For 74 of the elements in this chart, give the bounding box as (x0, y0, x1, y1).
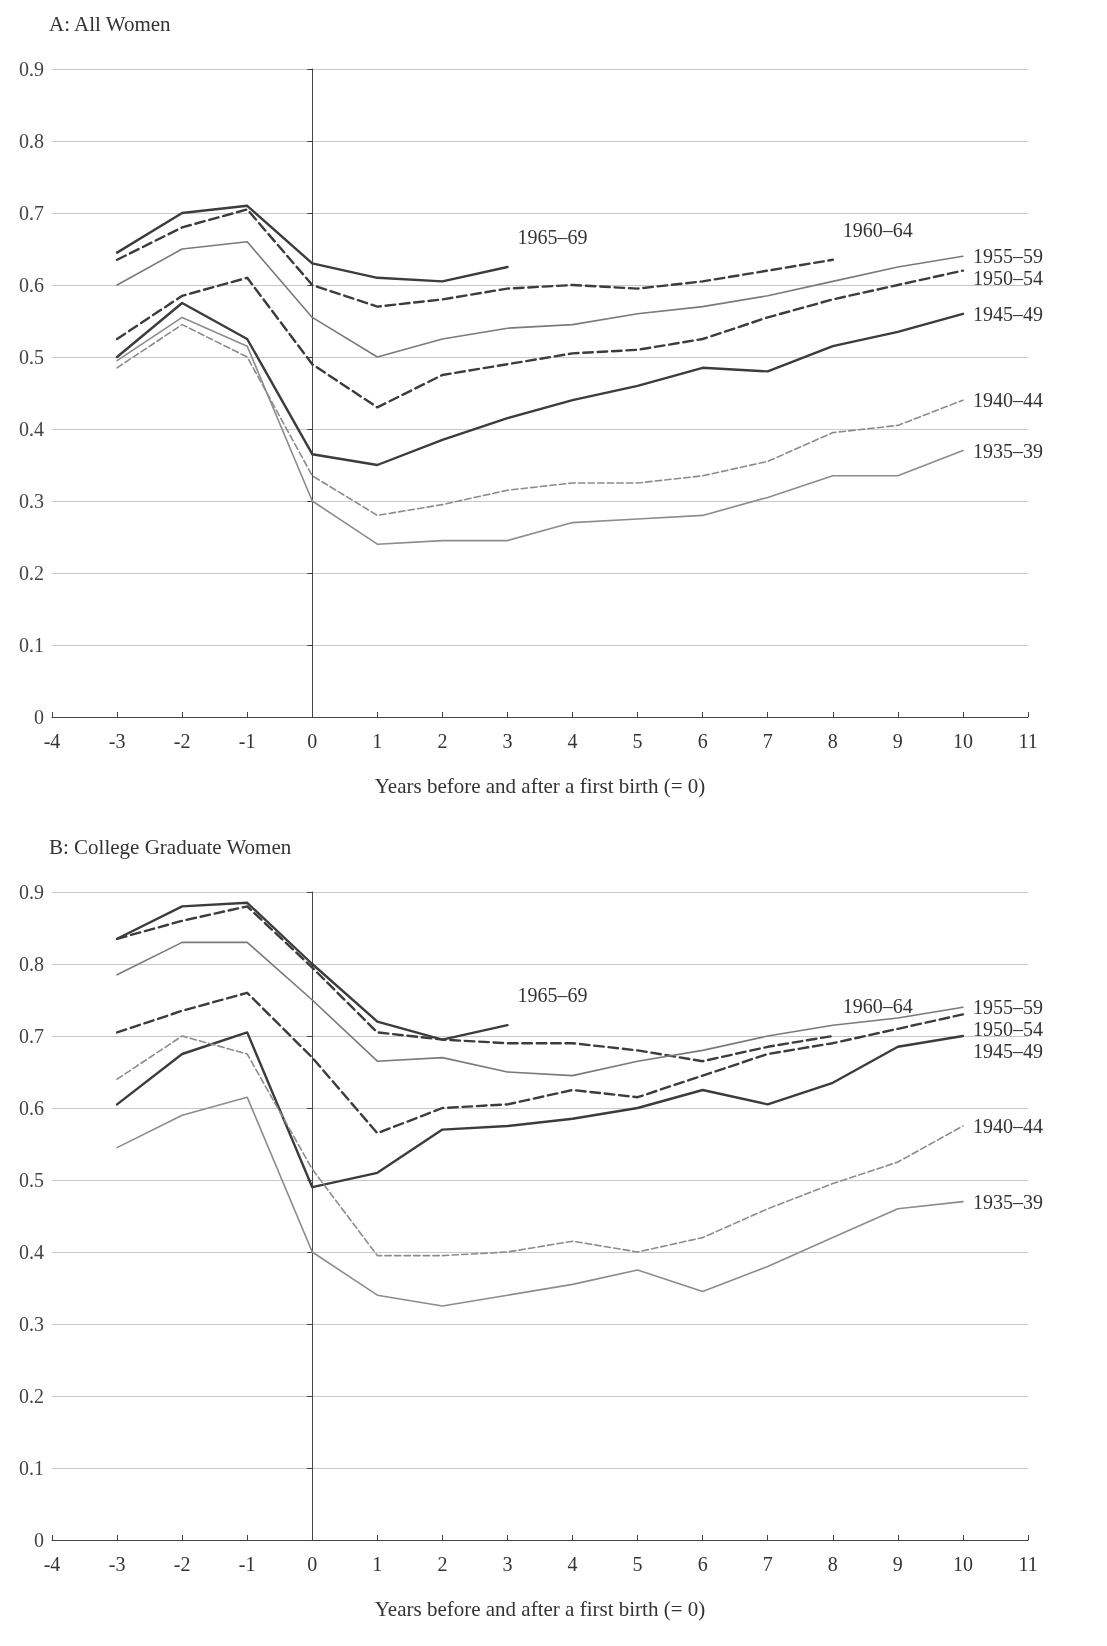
x-tick-label: 5 (632, 730, 643, 752)
x-tick-label: 9 (892, 1553, 903, 1575)
series-label: 1935–39 (972, 1190, 1043, 1213)
line-series (116, 1096, 964, 1307)
y-tick-label: 0.3 (19, 490, 44, 512)
series-label: 1965–69 (517, 226, 588, 248)
x-tick-label: 4 (567, 1553, 578, 1575)
x-tick-label: 10 (952, 1553, 973, 1575)
x-tick-label: -4 (43, 730, 61, 752)
series-label: 1950–54 (972, 1018, 1043, 1041)
x-tick-label: 8 (827, 730, 838, 752)
chart-title: B: College Graduate Women (49, 834, 292, 859)
x-tick-label: -1 (238, 730, 256, 752)
x-tick-label: 2 (437, 730, 448, 752)
y-tick-label: 0.9 (19, 881, 44, 903)
x-tick-label: -2 (173, 730, 191, 752)
y-tick-label: 0 (34, 1529, 44, 1551)
y-tick-label: 0.5 (19, 1169, 44, 1191)
y-tick-label: 0.7 (19, 1025, 44, 1047)
y-tick-label: 0.4 (19, 1241, 44, 1263)
series-label: 1950–54 (972, 267, 1043, 290)
y-tick-label: 0.6 (19, 274, 44, 296)
x-tick-label: -3 (108, 1553, 126, 1575)
series-label: 1940–44 (972, 389, 1043, 412)
series-label: 1965–69 (517, 984, 588, 1007)
y-tick-label: 0.8 (19, 953, 44, 975)
y-tick-label: 0.1 (19, 634, 44, 656)
series-label: 1935–39 (972, 439, 1043, 462)
x-axis-title: Years before and after a first birth (= 0) (374, 773, 706, 798)
line-series (116, 316, 964, 545)
x-tick-label: 1 (372, 730, 383, 752)
y-tick-label: 0.2 (19, 562, 44, 584)
x-tick-label: 6 (697, 1553, 708, 1575)
x-tick-label: 0 (307, 730, 318, 752)
line-series (116, 941, 964, 1077)
x-tick-label: 11 (1018, 1553, 1038, 1575)
x-tick-label: 1 (372, 1553, 383, 1575)
x-tick-label: 0 (307, 1553, 318, 1575)
series-label: 1945–49 (972, 1040, 1043, 1063)
x-tick-label: 10 (952, 730, 973, 752)
y-tick-label: 0.1 (19, 1457, 44, 1479)
x-tick-label: -3 (108, 730, 126, 752)
y-tick-label: 0.2 (19, 1385, 44, 1407)
series-label: 1960–64 (842, 218, 913, 241)
y-tick-label: 0 (34, 706, 44, 728)
x-tick-label: 6 (697, 730, 708, 752)
x-tick-label: 3 (502, 1553, 513, 1575)
x-tick-label: 9 (892, 730, 903, 752)
x-tick-label: 3 (502, 730, 513, 752)
y-tick-label: 0.4 (19, 418, 44, 440)
x-tick-label: -2 (173, 1553, 191, 1575)
x-tick-label: 7 (762, 730, 773, 752)
series-label: 1955–59 (972, 996, 1043, 1019)
x-tick-label: -4 (43, 1553, 61, 1575)
x-tick-label: 8 (827, 1553, 838, 1575)
x-tick-label: 11 (1018, 730, 1038, 752)
line-series (116, 1035, 964, 1257)
series-label: 1960–64 (842, 995, 913, 1017)
series-label: 1940–44 (972, 1115, 1043, 1137)
x-tick-label: 4 (567, 730, 578, 752)
y-tick-label: 0.3 (19, 1313, 44, 1335)
x-tick-label: 5 (632, 1553, 643, 1575)
y-tick-label: 0.6 (19, 1097, 44, 1119)
chart-title: A: All Women (49, 11, 172, 36)
x-axis-title: Years before and after a first birth (= 0) (374, 1596, 706, 1621)
x-tick-label: 2 (437, 1553, 448, 1575)
y-tick-label: 0.9 (19, 58, 44, 80)
y-tick-label: 0.8 (19, 130, 44, 152)
x-tick-label: 7 (762, 1553, 773, 1575)
y-tick-label: 0.7 (19, 202, 44, 224)
y-tick-label: 0.5 (19, 346, 44, 368)
x-tick-label: -1 (238, 1553, 256, 1575)
series-label: 1955–59 (972, 245, 1043, 268)
series-label: 1945–49 (972, 302, 1043, 325)
